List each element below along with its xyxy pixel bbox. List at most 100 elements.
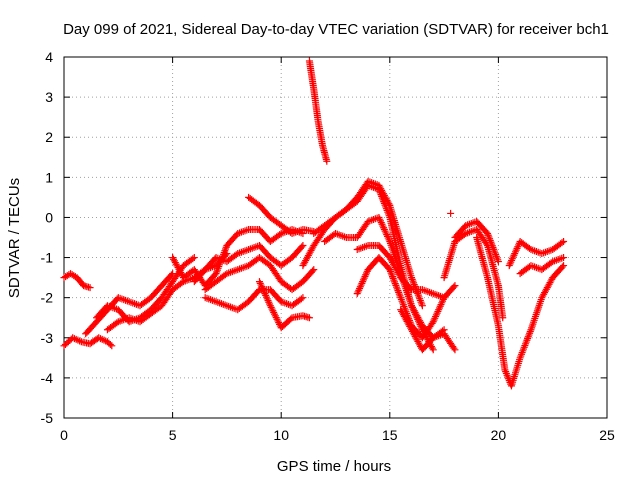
data-point [254, 287, 262, 295]
data-point [406, 284, 414, 292]
data-point [510, 251, 518, 259]
data-point [264, 297, 272, 305]
axes [63, 56, 608, 419]
data-markers [60, 57, 568, 390]
data-point [108, 342, 116, 350]
y-tick-label: 0 [45, 209, 53, 225]
data-point [507, 258, 515, 266]
data-point [265, 298, 273, 306]
data-point [273, 315, 281, 323]
data-point [263, 295, 271, 303]
x-axis-label: GPS time / hours [277, 458, 391, 475]
y-tick-label: 3 [45, 89, 53, 105]
data-point [436, 302, 444, 310]
y-tick-label: -4 [41, 370, 54, 386]
data-point [262, 293, 270, 301]
x-tick-label: 10 [273, 427, 289, 443]
data-point [256, 279, 264, 287]
data-point [259, 284, 267, 292]
data-point [558, 263, 566, 271]
data-point [266, 302, 274, 310]
plot-frame [63, 56, 608, 419]
data-point [383, 231, 391, 239]
data-point [272, 314, 280, 322]
data-point [512, 246, 520, 254]
data-point [269, 307, 277, 315]
data-point [189, 255, 197, 263]
data-point [437, 301, 445, 309]
data-point [86, 284, 94, 292]
data-point [447, 209, 455, 217]
data-point [106, 340, 114, 348]
data-point [358, 279, 366, 287]
data-point [257, 281, 265, 289]
data-point [274, 317, 282, 325]
y-tick-label: -5 [41, 410, 54, 426]
data-point [362, 271, 370, 279]
data-point [439, 295, 447, 303]
data-point [508, 256, 516, 264]
data-point [299, 242, 307, 250]
data-point [433, 309, 441, 317]
data-point [270, 308, 278, 316]
data-point [359, 276, 367, 284]
data-point [260, 288, 268, 296]
data-point [261, 290, 269, 298]
data-point [268, 305, 276, 313]
data-point [353, 290, 361, 298]
data-point [450, 344, 458, 352]
data-point [434, 307, 442, 315]
data-point [271, 310, 279, 318]
data-point [376, 215, 384, 223]
data-point [381, 227, 389, 235]
data-point [508, 255, 516, 263]
data-point [378, 220, 386, 228]
x-tick-label: 15 [382, 427, 398, 443]
data-point [382, 229, 390, 237]
data-point [375, 213, 383, 221]
data-point [450, 283, 458, 291]
data-point [418, 302, 426, 310]
data-point [267, 303, 275, 311]
data-point [511, 250, 519, 258]
data-point [259, 286, 267, 294]
data-point [509, 253, 517, 261]
tick-labels: 0 5 10 15 20 25 -5 -4 -3 -2 -1 0 1 2 3 4 [41, 49, 615, 443]
data-point [435, 306, 443, 314]
data-point [266, 300, 274, 308]
data-point [297, 295, 305, 303]
data-point [560, 262, 568, 270]
data-point [379, 222, 387, 230]
data-point [429, 318, 437, 326]
data-point [360, 274, 368, 282]
data-point [258, 283, 266, 291]
data-point [383, 232, 391, 240]
data-point [323, 157, 331, 165]
data-point [439, 297, 447, 305]
chart-title: Day 099 of 2021, Sidereal Day-to-day VTE… [63, 21, 609, 38]
data-point [432, 313, 440, 321]
data-point [384, 234, 392, 242]
x-tick-label: 25 [599, 427, 615, 443]
x-tick-label: 0 [60, 427, 68, 443]
data-point [357, 281, 365, 289]
data-point [262, 291, 270, 299]
data-point [435, 304, 443, 312]
data-point [355, 286, 363, 294]
data-point [310, 266, 318, 274]
data-point [430, 316, 438, 324]
data-point [287, 315, 295, 323]
data-point [190, 254, 198, 262]
data-point [438, 299, 446, 307]
data-point [309, 267, 317, 275]
y-tick-label: -3 [41, 330, 54, 346]
data-point [356, 284, 364, 292]
x-tick-label: 5 [169, 427, 177, 443]
y-tick-label: 4 [45, 49, 53, 65]
data-point [506, 260, 514, 268]
data-point [499, 314, 507, 322]
data-point [560, 254, 568, 262]
data-point [558, 239, 566, 247]
